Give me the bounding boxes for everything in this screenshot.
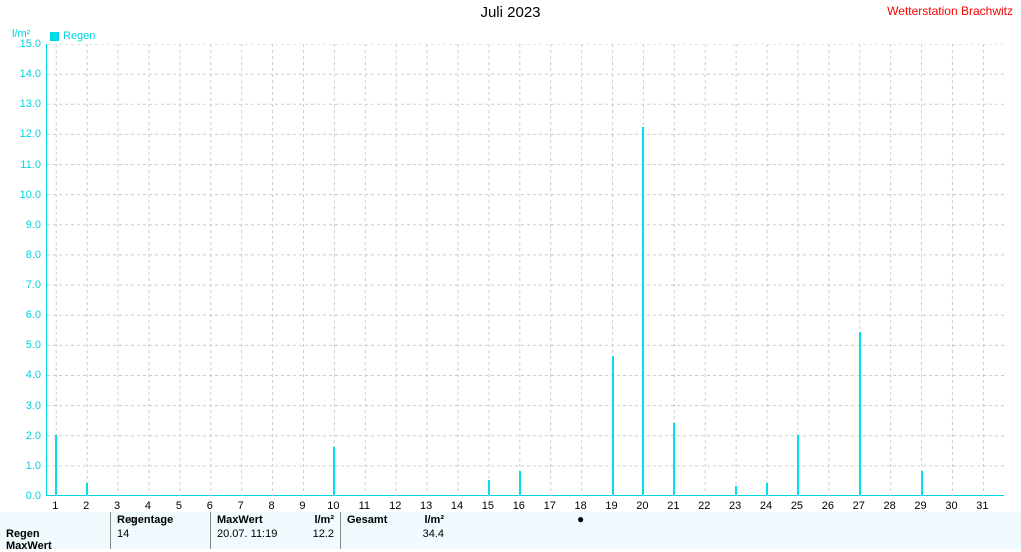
chart-title: Juli 2023	[0, 4, 1021, 21]
rain-bar	[642, 127, 644, 495]
x-tick-label: 3	[114, 500, 120, 512]
y-tick-label: 12.0	[11, 128, 41, 140]
stats-band: Regentage14MaxWertl/m²20.07. 11:1912.2Ge…	[0, 512, 1021, 549]
stats-cell-unit-value: 12.2	[313, 528, 334, 540]
x-tick-label: 27	[853, 500, 865, 512]
x-tick-label: 31	[976, 500, 988, 512]
stats-row2-label: MaxWert	[6, 540, 52, 552]
y-tick-label: 9.0	[11, 219, 41, 231]
legend-label: Regen	[63, 30, 95, 42]
stats-cell: Gesamtl/m²34.4	[340, 512, 450, 549]
rain-bar	[519, 471, 521, 495]
x-tick-label: 1	[52, 500, 58, 512]
rain-bar	[921, 471, 923, 495]
y-tick-label: 5.0	[11, 339, 41, 351]
x-tick-label: 2	[83, 500, 89, 512]
x-tick-label: 29	[914, 500, 926, 512]
stats-row-labels: Regen MaxWert	[6, 528, 52, 552]
x-tick-label: 9	[299, 500, 305, 512]
x-tick-label: 11	[359, 500, 370, 512]
y-tick-label: 11.0	[11, 159, 41, 171]
x-tick-label: 26	[822, 500, 834, 512]
legend: Regen	[50, 30, 95, 42]
rain-bar	[612, 356, 614, 495]
y-tick-label: 7.0	[11, 279, 41, 291]
rain-bar	[859, 332, 861, 495]
x-tick-label: 24	[760, 500, 772, 512]
y-tick-label: 0.0	[11, 490, 41, 502]
x-tick-label: 18	[575, 500, 587, 512]
station-label: Wetterstation Brachwitz	[887, 4, 1013, 18]
moon-phase-icon: ○	[129, 513, 136, 525]
y-tick-label: 4.0	[11, 369, 41, 381]
x-tick-label: 8	[269, 500, 275, 512]
y-tick-label: 15.0	[11, 38, 41, 50]
x-tick-label: 22	[698, 500, 710, 512]
legend-swatch	[50, 32, 59, 41]
y-tick-label: 8.0	[11, 249, 41, 261]
x-tick-label: 10	[327, 500, 339, 512]
stats-cell-value: 14	[117, 528, 204, 540]
x-tick-label: 6	[207, 500, 213, 512]
x-tick-label: 15	[482, 500, 494, 512]
rain-bar	[488, 480, 490, 495]
stats-cell-unit: l/m²	[424, 514, 444, 526]
x-tick-label: 5	[176, 500, 182, 512]
stats-cell: MaxWertl/m²20.07. 11:1912.2	[210, 512, 340, 549]
stats-cell-unit: l/m²	[314, 514, 334, 526]
x-tick-label: 17	[544, 500, 556, 512]
x-tick-label: 28	[884, 500, 896, 512]
y-tick-label: 2.0	[11, 430, 41, 442]
moon-phase-icon: ●	[577, 513, 584, 525]
rain-bar	[333, 447, 335, 495]
x-tick-label: 23	[729, 500, 741, 512]
chart-plot-area	[46, 44, 1004, 496]
y-tick-label: 14.0	[11, 68, 41, 80]
y-tick-label: 13.0	[11, 98, 41, 110]
x-tick-label: 25	[791, 500, 803, 512]
rain-bar	[797, 435, 799, 495]
stats-cell-unit-value: 34.4	[423, 528, 444, 540]
y-tick-label: 6.0	[11, 309, 41, 321]
x-tick-label: 30	[945, 500, 957, 512]
rain-bar	[55, 435, 57, 495]
rain-bar	[673, 423, 675, 495]
stats-row1-label: Regen	[6, 528, 52, 540]
rain-bar	[86, 483, 88, 495]
x-tick-label: 20	[636, 500, 648, 512]
chart-grid	[47, 44, 1005, 496]
rain-bar	[735, 486, 737, 495]
x-tick-label: 16	[513, 500, 525, 512]
y-tick-label: 10.0	[11, 189, 41, 201]
x-tick-label: 14	[451, 500, 463, 512]
y-tick-label: 3.0	[11, 400, 41, 412]
rain-bar	[766, 483, 768, 495]
x-tick-label: 19	[605, 500, 617, 512]
x-tick-label: 7	[238, 500, 244, 512]
stats-cell: Regentage14	[110, 512, 210, 549]
x-tick-label: 4	[145, 500, 151, 512]
x-tick-label: 12	[389, 500, 401, 512]
y-tick-label: 1.0	[11, 460, 41, 472]
x-tick-label: 13	[420, 500, 432, 512]
x-tick-label: 21	[667, 500, 679, 512]
